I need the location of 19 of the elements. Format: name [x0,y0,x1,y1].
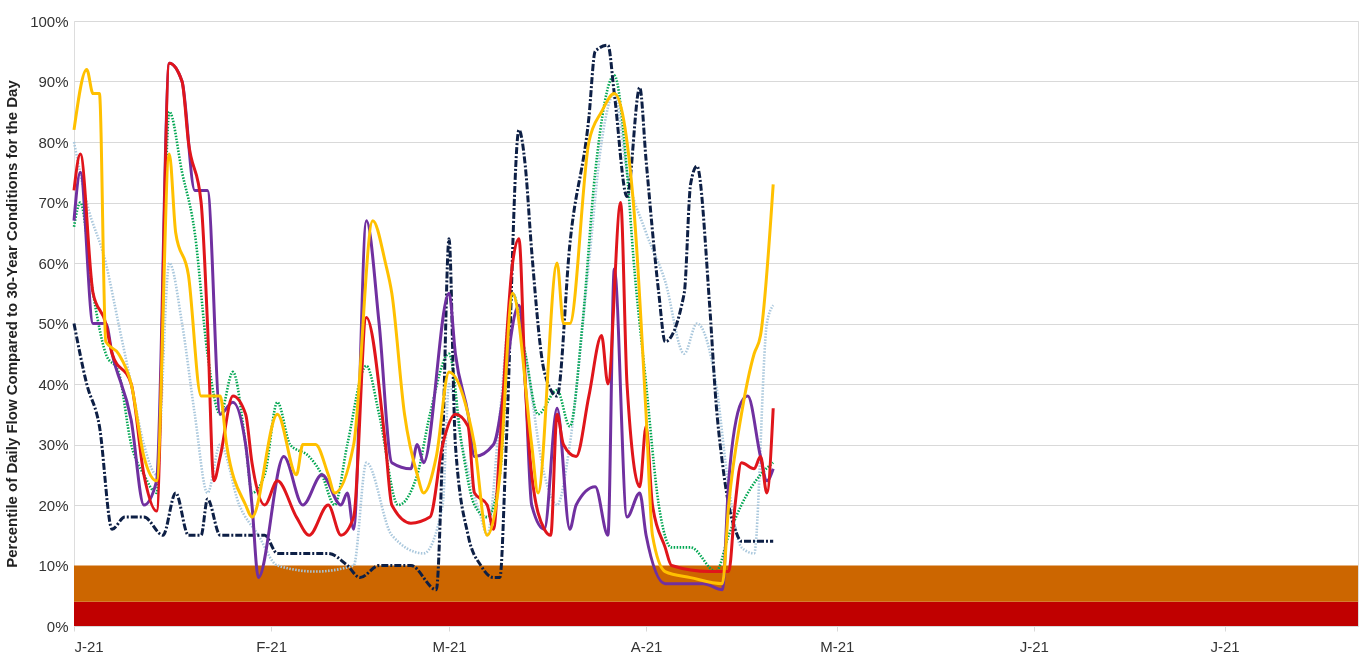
y-tick-label: 20% [38,496,69,514]
x-tick-label: F-21 [256,637,287,655]
y-tick-label: 100% [30,12,69,30]
y-axis-title: Percentile of Daily Flow Compared to 30-Year Conditions for the Day [3,79,21,568]
x-tick-label: J-21 [1210,637,1240,655]
x-tick-label: M-21 [820,637,855,655]
y-tick-label: 30% [38,436,69,453]
y-tick-label: 0% [46,617,69,635]
y-tick-label: 70% [38,194,69,211]
x-tick-label: J-21 [1019,637,1049,655]
x-tick-label: M-21 [432,637,467,655]
y-tick-label: 60% [38,254,69,272]
y-tick-label: 80% [38,133,69,151]
y-tick-label: 90% [38,73,69,90]
x-tick-label: J-21 [74,637,104,655]
x-tick-label: A-21 [630,637,663,655]
y-tick-label: 10% [38,557,69,574]
y-tick-label: 40% [38,375,69,393]
y-tick-label: 50% [38,315,69,332]
